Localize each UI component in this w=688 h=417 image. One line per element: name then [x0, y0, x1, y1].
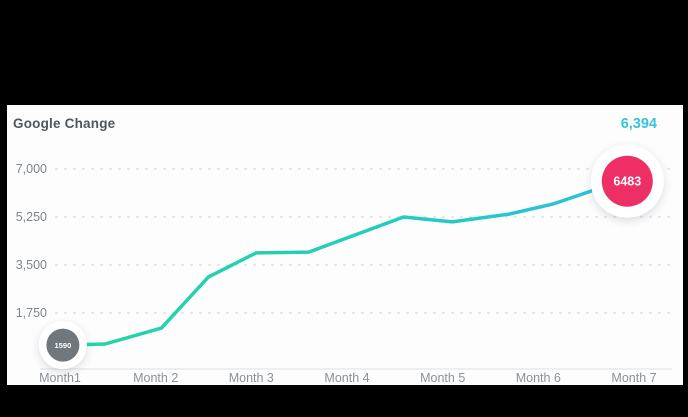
start-point-badge[interactable]: 1590	[38, 321, 87, 370]
chart-header: Google Change 6,394	[7, 105, 683, 143]
y-axis-tick: 7,000	[15, 162, 47, 176]
start-badge-value: 1590	[55, 341, 72, 350]
gridlines	[55, 168, 671, 314]
x-axis-tick: Month 4	[324, 371, 370, 385]
data-series-line	[61, 181, 630, 347]
end-badge-circle	[601, 155, 653, 207]
x-axis-tick: Month 3	[228, 371, 274, 385]
start-badge-circle	[46, 328, 80, 362]
y-axis-tick: 3,500	[15, 258, 47, 272]
chart-title: Google Change	[13, 116, 116, 131]
current-value-label: 6,394	[620, 116, 657, 132]
y-axis-tick: 5,250	[15, 210, 47, 224]
x-axis-tick: Month 7	[611, 371, 657, 385]
x-axis-tick: Month 6	[515, 371, 561, 385]
line-chart-plot-area[interactable]: 7,000 5,250 3,500 1,750 Month1 Month 2 M…	[7, 105, 683, 385]
chart-card: Google Change 6,394 7,000 5,250 3,500 1,…	[7, 105, 683, 385]
x-axis-tick: Month1	[39, 371, 81, 385]
x-axis-tick: Month 2	[133, 371, 179, 385]
x-axis-tick: Month 5	[420, 371, 466, 385]
end-badge-value: 6483	[613, 175, 641, 189]
end-point-badge[interactable]: 6483	[590, 144, 664, 218]
y-axis-tick: 1,750	[15, 306, 47, 320]
line-chart-svg: 1590 6483	[38, 144, 672, 370]
